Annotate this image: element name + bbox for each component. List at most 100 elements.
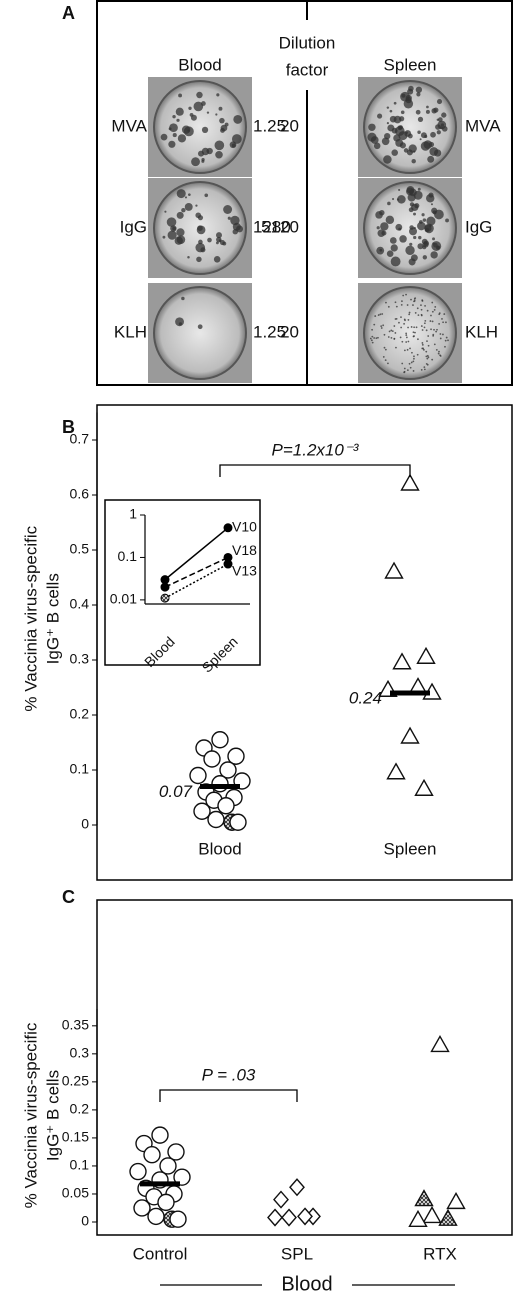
spot	[385, 215, 395, 225]
spot	[423, 322, 426, 325]
spot	[387, 362, 389, 365]
spot	[414, 312, 417, 314]
spot	[439, 333, 442, 335]
point	[211, 731, 229, 749]
spot	[430, 328, 432, 331]
spot	[405, 332, 408, 335]
spot	[413, 150, 416, 153]
spot	[426, 354, 429, 357]
spot	[197, 215, 204, 221]
spot	[227, 216, 231, 220]
spot	[401, 340, 404, 343]
spot	[422, 348, 425, 351]
spot	[406, 304, 409, 306]
spot	[382, 324, 385, 327]
spot	[236, 225, 244, 233]
spot	[438, 313, 441, 316]
spot	[216, 232, 222, 239]
series-line	[164, 556, 229, 588]
spot	[176, 211, 184, 219]
spot	[368, 123, 376, 131]
point	[147, 1207, 165, 1226]
spot	[435, 245, 441, 250]
spot	[168, 140, 176, 148]
point	[273, 1190, 289, 1209]
spot	[421, 213, 425, 217]
column-header: Blood	[178, 55, 221, 74]
spot	[444, 339, 447, 342]
spot	[399, 336, 402, 339]
spot	[405, 334, 408, 337]
spot	[419, 138, 422, 141]
well	[153, 286, 247, 380]
spot	[380, 327, 383, 329]
spot	[184, 196, 188, 199]
spot	[220, 124, 228, 132]
dilution: 1.25	[253, 322, 286, 341]
point	[430, 1035, 450, 1053]
spot	[376, 226, 380, 230]
spot	[417, 187, 421, 191]
panel-label: A	[62, 3, 75, 23]
spot	[398, 321, 400, 324]
spot	[201, 126, 209, 133]
spot	[175, 107, 184, 116]
y-tick-label: 0.3	[70, 651, 90, 667]
median-label: 0.24	[349, 688, 382, 707]
spot	[410, 254, 418, 262]
spot	[164, 210, 167, 213]
y-tick-label: 0.2	[70, 706, 90, 722]
y-tick-label: 1	[129, 506, 137, 522]
spot	[197, 324, 203, 330]
point	[173, 1168, 191, 1186]
spot	[405, 341, 408, 343]
spot	[417, 338, 419, 341]
spot	[420, 314, 423, 317]
spot	[431, 358, 434, 361]
spot	[377, 229, 385, 237]
spot	[390, 336, 393, 339]
spot	[231, 134, 242, 144]
spot	[424, 134, 428, 138]
spot	[373, 323, 376, 326]
spot	[371, 328, 373, 331]
spot	[426, 194, 435, 203]
spot	[407, 340, 410, 343]
antigen-label: MVA	[465, 116, 501, 135]
spot	[215, 150, 223, 159]
y-tick-label: 0.01	[110, 591, 137, 607]
spot	[409, 202, 415, 207]
spot	[425, 109, 430, 114]
spot	[387, 305, 390, 308]
spot	[416, 353, 419, 356]
point	[267, 1208, 283, 1227]
spot	[400, 304, 403, 306]
antigen-label: IgG	[120, 217, 147, 236]
spot	[432, 334, 435, 337]
dilution-header: Dilution	[279, 33, 336, 52]
dilution: 1280	[253, 217, 291, 236]
dilution-header: factor	[286, 60, 329, 79]
y-tick-label: 0.5	[70, 541, 90, 557]
spot	[414, 331, 416, 334]
spot	[445, 321, 447, 324]
spot	[401, 300, 403, 303]
spot	[410, 326, 413, 328]
spot	[381, 137, 390, 146]
spot	[435, 330, 438, 333]
spot	[413, 357, 415, 360]
annotation: P = .03	[202, 1065, 256, 1084]
spot	[405, 293, 407, 296]
spot	[407, 319, 410, 321]
spot	[441, 112, 447, 118]
spot	[413, 212, 416, 216]
spot	[176, 228, 185, 237]
spot	[409, 188, 417, 197]
spot	[370, 136, 379, 144]
spot	[403, 349, 406, 352]
spot	[406, 369, 409, 372]
point	[289, 1178, 305, 1197]
spot	[432, 237, 435, 241]
spot	[379, 313, 382, 316]
spot	[215, 113, 218, 116]
